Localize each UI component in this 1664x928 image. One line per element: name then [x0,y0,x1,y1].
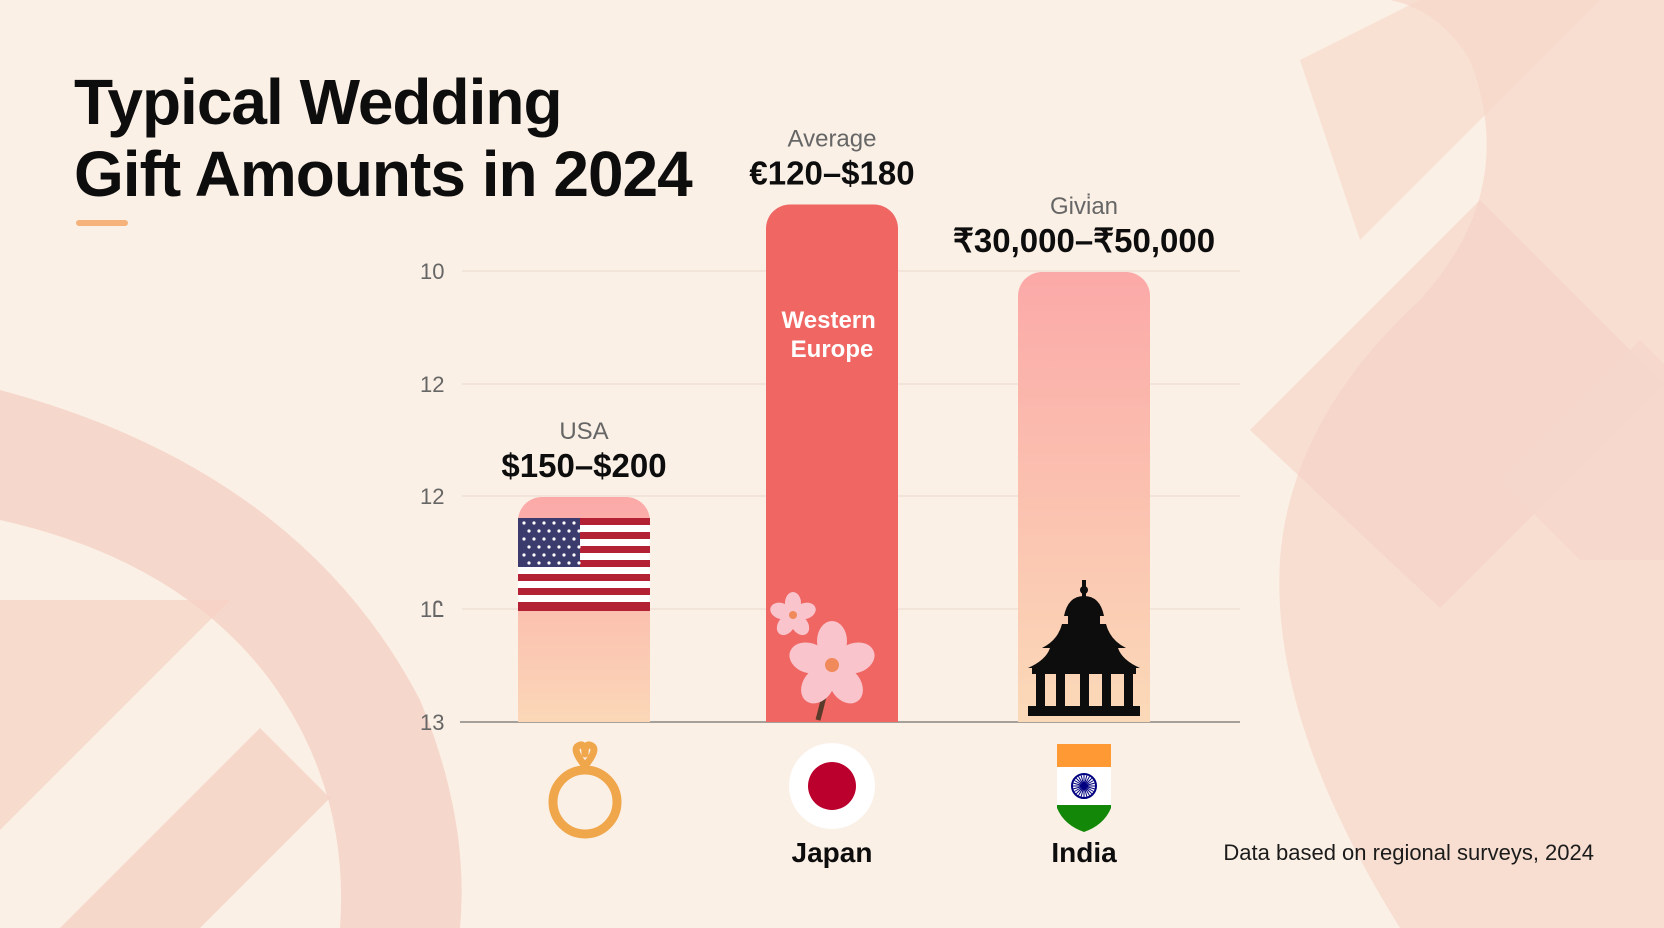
india-flag-icon [1057,744,1111,832]
y-tick-label: 1Ꮭ [420,597,445,622]
bar-india [1018,272,1150,722]
chart-title: Typical Wedding Gift Amounts in 2024 [74,66,693,210]
temple-icon [1028,580,1140,716]
bar-western-europe [766,204,898,722]
bar-value-label: €120–$180 [749,155,914,192]
y-tick-label: 12 [420,484,444,509]
japan-flag-icon [789,743,875,829]
source-note: Data based on regional surveys, 2024 [1223,840,1594,865]
bar-top-label: Givi̇an [1050,192,1118,220]
bar-value-label: $150–$200 [501,447,666,484]
us-flag-icon [518,518,650,611]
y-ticks: 10 12 12 1Ꮭ 13 [420,259,445,735]
category-label: Japan [792,837,873,868]
category-label: India [1051,837,1117,868]
y-tick-label: 10 [420,259,444,284]
bar-inner-label: Western Europe [782,307,883,363]
bar-top-label: USA [559,418,608,445]
bar-top-label: Average [788,126,877,153]
y-tick-label: 12 [420,372,444,397]
bar-value-label: ₹30,000–₹50,000 [953,222,1215,259]
title-underline [76,220,128,226]
y-tick-label: 13 [420,710,444,735]
cherry-blossom-icon [770,592,875,721]
title-line-2: Gift Amounts in 2024 [74,138,693,210]
title-line-1: Typical Wedding [74,66,563,138]
wedding-ring-icon [548,741,622,839]
